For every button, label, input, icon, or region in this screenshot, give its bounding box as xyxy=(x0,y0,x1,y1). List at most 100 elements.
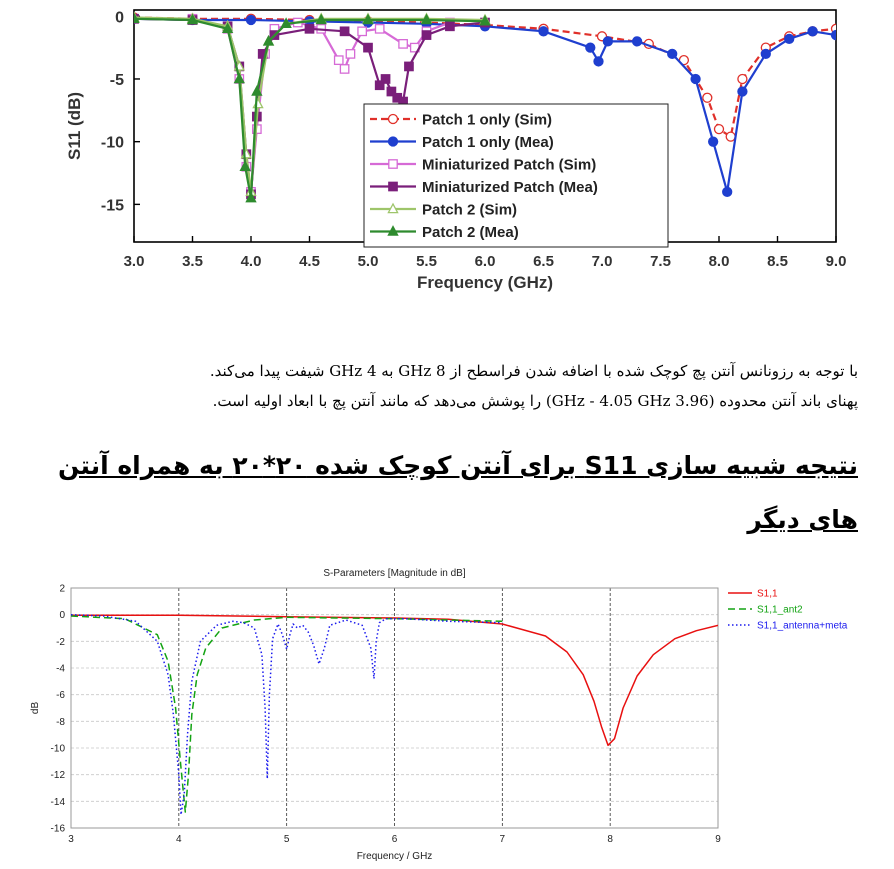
legend-marker xyxy=(388,159,398,169)
data-point xyxy=(404,61,414,72)
x-tick-label: 3.0 xyxy=(124,253,145,270)
series-line xyxy=(71,613,503,816)
y-tick-label: 0 xyxy=(59,610,65,621)
data-point xyxy=(479,14,491,26)
y-axis-label: S11 (dB) xyxy=(65,92,84,160)
y-tick-label: -16 xyxy=(51,824,66,835)
x-tick-label: 4 xyxy=(176,834,182,845)
data-point xyxy=(445,21,455,32)
x-tick-label: 7.0 xyxy=(592,253,613,270)
legend-label: Patch 1 only (Mea) xyxy=(422,134,554,151)
legend-marker xyxy=(387,113,399,125)
y-tick-label: -4 xyxy=(56,664,65,675)
data-point xyxy=(585,42,596,53)
data-point xyxy=(362,13,374,25)
data-point xyxy=(357,26,368,37)
x-axis-label: Frequency (GHz) xyxy=(417,273,553,292)
y-tick-label: 2 xyxy=(59,584,65,595)
x-tick-label: 4.0 xyxy=(241,253,262,270)
plot-frame xyxy=(70,587,719,829)
x-tick-label: 7 xyxy=(500,834,506,845)
data-point xyxy=(807,26,818,37)
x-tick-label: 5.0 xyxy=(358,253,379,270)
y-axis-label: dB xyxy=(30,702,41,715)
x-tick-label: 5 xyxy=(284,834,290,845)
data-point xyxy=(737,73,748,85)
data-point xyxy=(421,30,432,40)
legend-label: Miniaturized Patch (Mea) xyxy=(422,179,598,196)
heading-line-2: های دیگر xyxy=(747,505,858,534)
data-point xyxy=(380,74,391,84)
y-tick-label: -2 xyxy=(56,637,65,648)
data-point xyxy=(708,136,719,147)
data-point xyxy=(713,123,725,135)
x-tick-label: 6.5 xyxy=(533,253,554,270)
x-tick-label: 7.5 xyxy=(650,253,671,270)
data-point xyxy=(386,86,397,97)
data-point xyxy=(239,160,251,172)
y-tick-label: -14 xyxy=(51,797,66,808)
data-point xyxy=(374,80,385,91)
series-s1-1-ant2 xyxy=(71,615,503,813)
data-point xyxy=(245,14,257,26)
data-point xyxy=(667,48,678,60)
y-tick-label: -10 xyxy=(101,135,124,152)
y-tick-label: -12 xyxy=(51,770,66,781)
data-point xyxy=(221,22,234,34)
legend-label: S1,1_ant2 xyxy=(757,605,803,616)
data-point xyxy=(374,23,385,34)
legend-label: Patch 2 (Mea) xyxy=(422,224,519,241)
y-tick-label: -15 xyxy=(101,197,124,214)
y-tick-label: -5 xyxy=(110,72,124,89)
data-point xyxy=(363,42,373,53)
y-tick-label: -6 xyxy=(56,690,65,701)
x-tick-label: 8 xyxy=(607,834,613,845)
data-point xyxy=(233,72,245,84)
x-tick-label: 4.5 xyxy=(299,253,320,270)
data-point xyxy=(593,56,604,67)
data-point xyxy=(134,12,140,24)
legend-marker xyxy=(387,225,399,236)
s-parameters-chart: S-Parameters [Magnitude in dB] 2 0 -2 -4 -6 -8… xyxy=(30,568,848,862)
data-point xyxy=(186,13,199,25)
legend-marker xyxy=(387,136,399,147)
legend-label: Patch 1 only (Sim) xyxy=(422,112,552,129)
data-point xyxy=(760,48,771,60)
paragraph-line-1: با توجه به رزونانس آنتن پچ کوچک شده با ا… xyxy=(209,362,858,380)
data-point xyxy=(398,39,408,49)
data-point xyxy=(339,64,350,74)
x-tick-label: 3.5 xyxy=(182,253,203,270)
data-point xyxy=(690,73,701,85)
x-tick-label: 6 xyxy=(392,834,398,845)
data-point xyxy=(631,36,643,47)
data-point xyxy=(602,36,613,47)
series-s1-1-antenna-meta xyxy=(71,613,503,816)
data-point xyxy=(245,191,257,203)
data-point xyxy=(725,131,736,142)
data-point xyxy=(339,26,350,37)
legend: Patch 1 only (Sim) Patch 1 only (Mea) Mini… xyxy=(363,103,669,248)
legend: S1,1 S1,1_ant2 S1,1_antenna+meta xyxy=(728,589,848,632)
series-line xyxy=(71,615,503,813)
data-point xyxy=(315,13,327,25)
data-point xyxy=(737,86,748,97)
x-tick-label: 6.0 xyxy=(475,253,496,270)
x-tick-label: 3 xyxy=(68,834,74,845)
data-point xyxy=(251,85,263,96)
legend-marker xyxy=(388,181,398,192)
data-point xyxy=(702,92,713,103)
x-tick-label: 8.5 xyxy=(767,253,788,270)
series-patch-2-mea xyxy=(134,12,491,203)
section-heading: نتیجه شبیه سازی S11 برای آنتن کوچک شده ۲… xyxy=(40,448,858,538)
legend-label: S1,1 xyxy=(757,589,778,600)
data-point xyxy=(784,33,795,44)
legend-label: Patch 2 (Sim) xyxy=(422,202,517,219)
x-axis-label: Frequency / GHz xyxy=(357,851,433,862)
data-point xyxy=(345,49,356,59)
s11-comparison-chart: 3.0 3.5 4.0 4.5 5.0 5.5 6.0 6.5 7.0 7.5 8.0 8.5 9.0 0… xyxy=(65,9,846,292)
data-point xyxy=(304,23,315,34)
paragraph-line-2: پهنای باند آنتن محدوده (3.96 GHz - 4.05 … xyxy=(212,392,858,410)
x-tick-label: 5.5 xyxy=(416,253,437,270)
data-point xyxy=(262,34,275,46)
data-point xyxy=(538,26,549,37)
